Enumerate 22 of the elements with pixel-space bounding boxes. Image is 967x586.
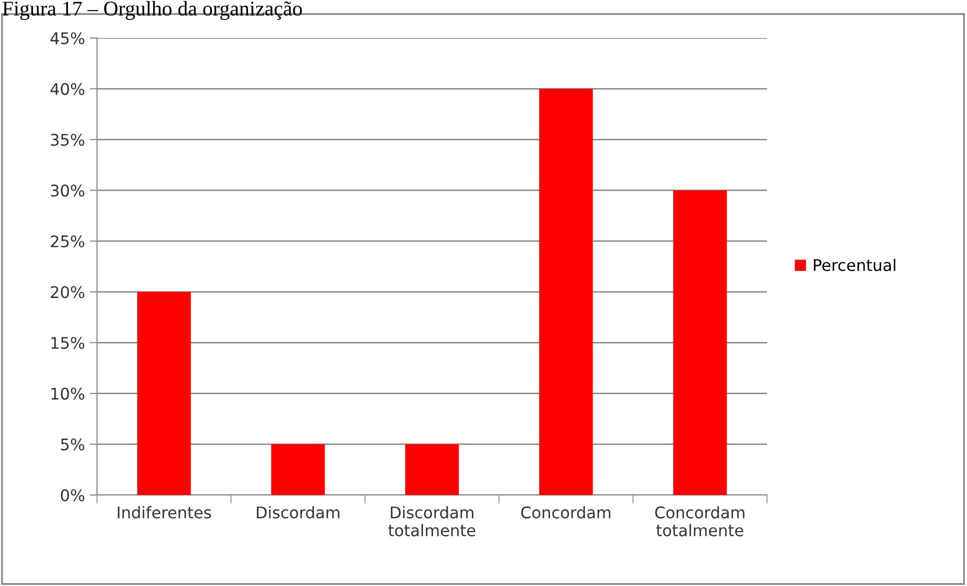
bar — [137, 292, 191, 495]
y-tick-label: 15% — [51, 336, 84, 349]
y-tick-label: 25% — [50, 235, 84, 248]
y-tick-label: 45% — [50, 32, 84, 44]
bar — [673, 190, 727, 495]
y-tick-label: 5% — [61, 438, 84, 451]
bar — [271, 444, 325, 495]
y-tick-label: 20% — [50, 286, 84, 298]
x-tick-label: Discordam totalmente — [388, 506, 476, 536]
y-tick-label: 30% — [50, 184, 84, 197]
y-tick-label: 10% — [51, 388, 84, 400]
x-tick-label: Discordam — [256, 506, 340, 518]
y-tick-label: 0% — [60, 489, 84, 502]
x-tick-label: Indiferentes — [118, 506, 211, 518]
bar — [539, 88, 593, 495]
legend-label: Percentual — [814, 258, 896, 272]
bar — [405, 444, 459, 495]
y-tick-label: 35% — [50, 134, 84, 146]
x-tick-label: Concordam — [521, 506, 610, 518]
y-tick-label: 40% — [50, 82, 84, 96]
x-tick-label: Concordam totalmente — [655, 506, 744, 536]
chart-title: Figura 17 – Orgulho da organização — [2, 1, 302, 20]
